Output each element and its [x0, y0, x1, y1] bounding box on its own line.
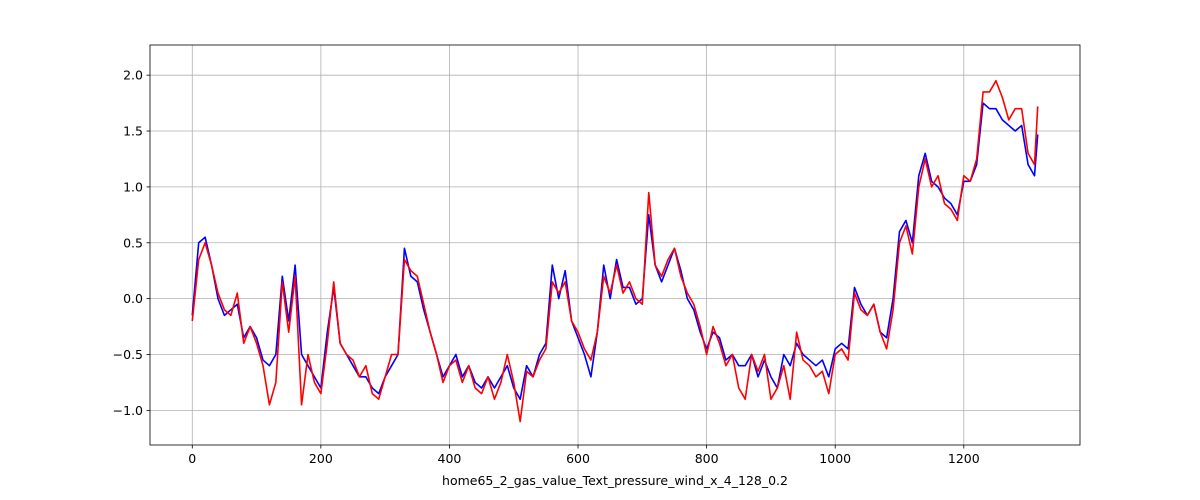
axes-frame	[149, 44, 1081, 446]
x-axis-label: home65_2_gas_value_Text_pressure_wind_x_…	[442, 473, 788, 488]
x-tick-label: 0	[188, 451, 196, 466]
y-tick-label: −0.5	[113, 347, 143, 362]
x-tick-label: 1000	[819, 451, 851, 466]
y-tick-label: 0.0	[123, 291, 143, 306]
x-tick-label: 600	[566, 451, 590, 466]
y-tick-label: 2.0	[123, 68, 143, 83]
grid	[150, 45, 1080, 445]
x-tick-label: 200	[309, 451, 333, 466]
plot-lines	[191, 79, 1039, 423]
y-tick-label: −1.0	[113, 403, 143, 418]
series-line	[191, 79, 1039, 423]
x-tick-label: 400	[438, 451, 462, 466]
y-tick-label: 0.5	[123, 235, 143, 250]
x-tick-label: 800	[695, 451, 719, 466]
x-tick-label: 1200	[948, 451, 980, 466]
y-tick-label: 1.5	[123, 124, 143, 139]
ticks: 0 200 400 600 800 1000 1200 −1.0 −0.5 0.0 0.5 1.0 1.…	[113, 68, 980, 466]
y-tick-label: 1.0	[123, 179, 143, 194]
